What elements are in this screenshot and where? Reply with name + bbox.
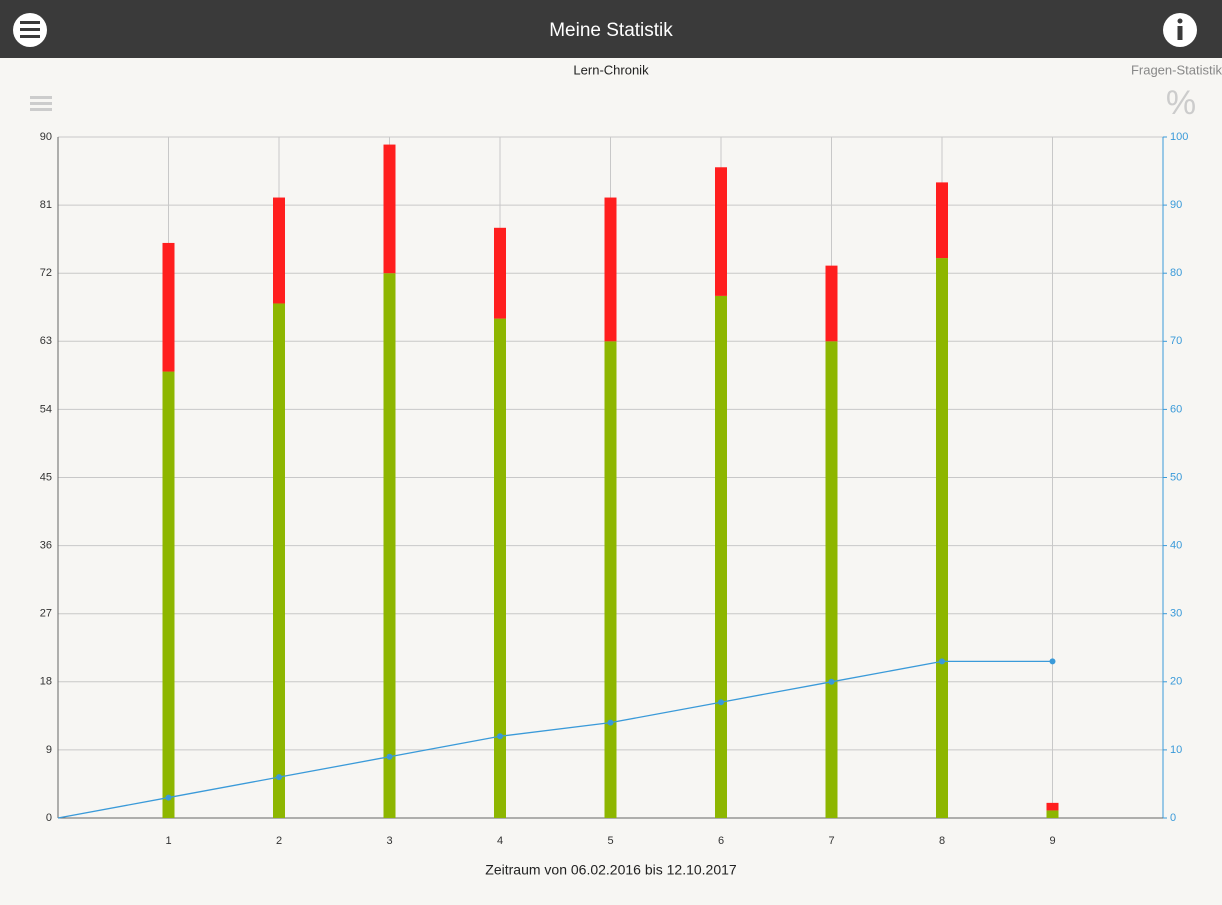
list-icon[interactable] [30, 96, 52, 111]
bar-segment [825, 265, 838, 342]
app-title: Meine Statistik [549, 20, 673, 41]
bar-segment [936, 182, 948, 259]
y-tick-label: 36 [40, 540, 52, 552]
y2-tick-label: 100 [1170, 131, 1188, 143]
line-point [386, 753, 393, 760]
y-tick-label: 0 [46, 812, 52, 824]
y-tick-label: 72 [40, 267, 52, 279]
menu-button[interactable] [13, 13, 47, 47]
y-tick-label: 63 [40, 335, 52, 347]
x-tick-label: 3 [386, 835, 392, 847]
x-tick-label: 7 [828, 835, 834, 847]
bar-segment [273, 303, 285, 818]
y-tick-label: 27 [40, 608, 52, 620]
y2-tick-label: 50 [1170, 471, 1182, 483]
y2-tick-label: 40 [1170, 540, 1182, 552]
y2-tick-label: 70 [1170, 335, 1182, 347]
bar-segment [1046, 802, 1059, 811]
line-point [1049, 658, 1056, 665]
x-tick-label: 9 [1049, 835, 1055, 847]
bar-segment [936, 258, 948, 819]
line-point [497, 733, 503, 740]
top-bar [0, 0, 1222, 58]
bar-segment [715, 167, 727, 296]
y2-tick-label: 10 [1170, 744, 1182, 756]
bar-segment [383, 144, 396, 274]
line-point [607, 719, 614, 726]
bar-segment [1046, 810, 1059, 818]
y2-tick-label: 30 [1170, 608, 1182, 620]
x-tick-label: 6 [718, 835, 724, 847]
bar-segment [494, 227, 506, 319]
bar-segment [604, 341, 617, 818]
y-tick-label: 90 [40, 131, 52, 143]
line-point [165, 794, 172, 801]
bar-segment [383, 273, 396, 818]
y2-tick-label: 20 [1170, 676, 1182, 688]
x-tick-label: 1 [165, 835, 171, 847]
bar-segment [604, 197, 617, 342]
line-point [939, 658, 945, 665]
x-tick-label: 8 [939, 835, 945, 847]
line-point [276, 774, 282, 781]
x-tick-label: 4 [497, 835, 503, 847]
y-tick-label: 45 [40, 471, 52, 483]
x-tick-label: 5 [607, 835, 613, 847]
bar-segment [162, 242, 175, 372]
x-axis-title: Zeitraum von 06.02.2016 bis 12.10.2017 [485, 862, 737, 878]
bar-segment [715, 295, 727, 818]
y2-tick-label: 0 [1170, 812, 1176, 824]
bar-segment [825, 341, 838, 818]
tab-fragen-statistik[interactable]: Fragen-Statistik [1131, 62, 1222, 77]
y2-tick-label: 90 [1170, 199, 1182, 211]
y-tick-label: 54 [40, 403, 52, 415]
y2-tick-label: 60 [1170, 403, 1182, 415]
line-point [718, 699, 724, 706]
y-tick-label: 81 [40, 199, 52, 211]
y2-tick-label: 80 [1170, 267, 1182, 279]
y-tick-label: 18 [40, 676, 52, 688]
bar-segment [494, 318, 506, 818]
bar-segment [273, 197, 285, 304]
y-tick-label: 9 [46, 744, 52, 756]
percent-icon[interactable]: % [1166, 84, 1196, 122]
line-point [828, 678, 835, 685]
line [57, 660, 1053, 819]
info-button[interactable] [1163, 13, 1197, 47]
tab-lern-chronik[interactable]: Lern-Chronik [573, 62, 649, 77]
bar-segment [162, 371, 175, 818]
x-tick-label: 2 [276, 835, 282, 847]
